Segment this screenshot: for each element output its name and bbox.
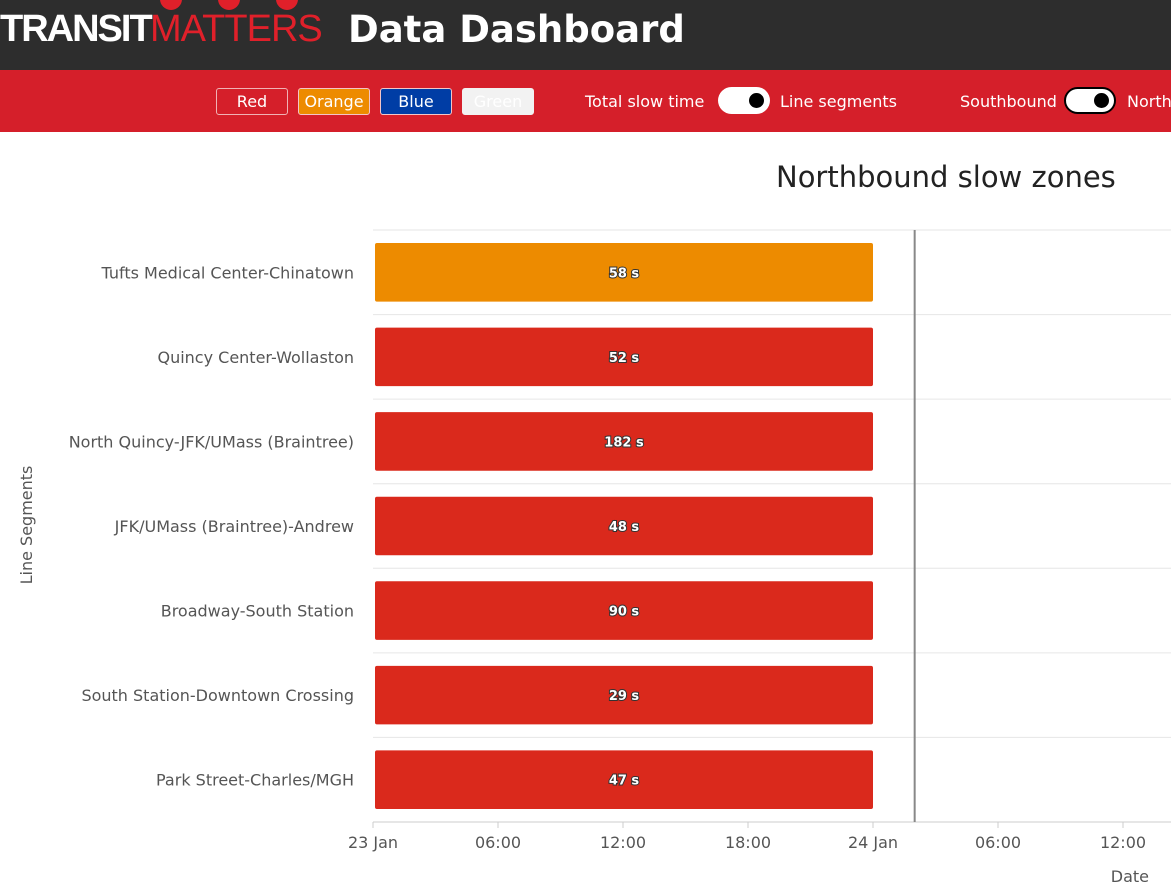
bar-value-label: 48 s [609,520,640,535]
slow-zone-bar[interactable] [375,243,873,302]
x-tick-label: 24 Jan [848,833,898,852]
toggle-knob [1094,93,1109,108]
y-axis-title: Line Segments [17,466,36,585]
bar-value-label: 90 s [609,605,640,620]
line-button-blue[interactable]: Blue [380,88,452,115]
view-mode-toggle[interactable] [718,87,770,114]
y-tick-label: Park Street-Charles/MGH [156,771,354,790]
bar-value-label: 182 s [604,435,644,450]
northbound-label: North [1127,92,1171,111]
toggle-knob [749,93,764,108]
southbound-label: Southbound [960,92,1057,111]
control-bar: Red Orange Blue Green Total slow time Li… [0,70,1171,132]
y-tick-label: Tufts Medical Center-Chinatown [100,263,354,282]
y-tick-label: North Quincy-JFK/UMass (Braintree) [69,432,354,451]
bar-value-label: 29 s [609,689,640,704]
x-tick-label: 06:00 [475,833,521,852]
slow-zone-bar[interactable] [375,496,873,556]
chart-title: Northbound slow zones [776,160,1116,194]
line-segments-label: Line segments [780,92,897,111]
page-title: Data Dashboard [348,8,685,51]
x-tick-label: 12:00 [1100,833,1146,852]
top-header: TRANSIT MATTERS Data Dashboard [0,0,1171,70]
direction-toggle[interactable] [1064,87,1116,114]
bar-value-label: 58 s [609,266,640,281]
logo-matters-text: MATTERS [150,8,323,50]
x-tick-label: 12:00 [600,833,646,852]
slow-zone-bar[interactable] [375,581,873,640]
y-tick-label: JFK/UMass (Braintree)-Andrew [114,517,354,536]
total-slow-time-label: Total slow time [585,92,705,111]
x-tick-label: 23 Jan [348,833,398,852]
slow-zone-bar[interactable] [375,412,873,471]
slow-zone-bar[interactable] [375,750,873,809]
slow-zone-bar[interactable] [375,665,873,725]
x-tick-label: 18:00 [725,833,771,852]
x-axis-title: Date [1111,867,1149,886]
line-button-orange[interactable]: Orange [298,88,370,115]
bar-value-label: 47 s [609,774,640,789]
logo-dot-icon [160,0,182,10]
logo-dot-icon [218,0,240,10]
slow-zone-bar[interactable] [375,327,873,387]
y-tick-label: Broadway-South Station [161,602,354,621]
line-button-red[interactable]: Red [216,88,288,115]
x-tick-label: 06:00 [975,833,1021,852]
logo-dot-icon [276,0,298,10]
y-tick-label: South Station-Downtown Crossing [81,686,354,705]
bar-value-label: 52 s [609,351,640,366]
y-tick-label: Quincy Center-Wollaston [157,348,354,367]
line-button-green[interactable]: Green [462,88,534,115]
logo-transit-text: TRANSIT [0,8,153,50]
